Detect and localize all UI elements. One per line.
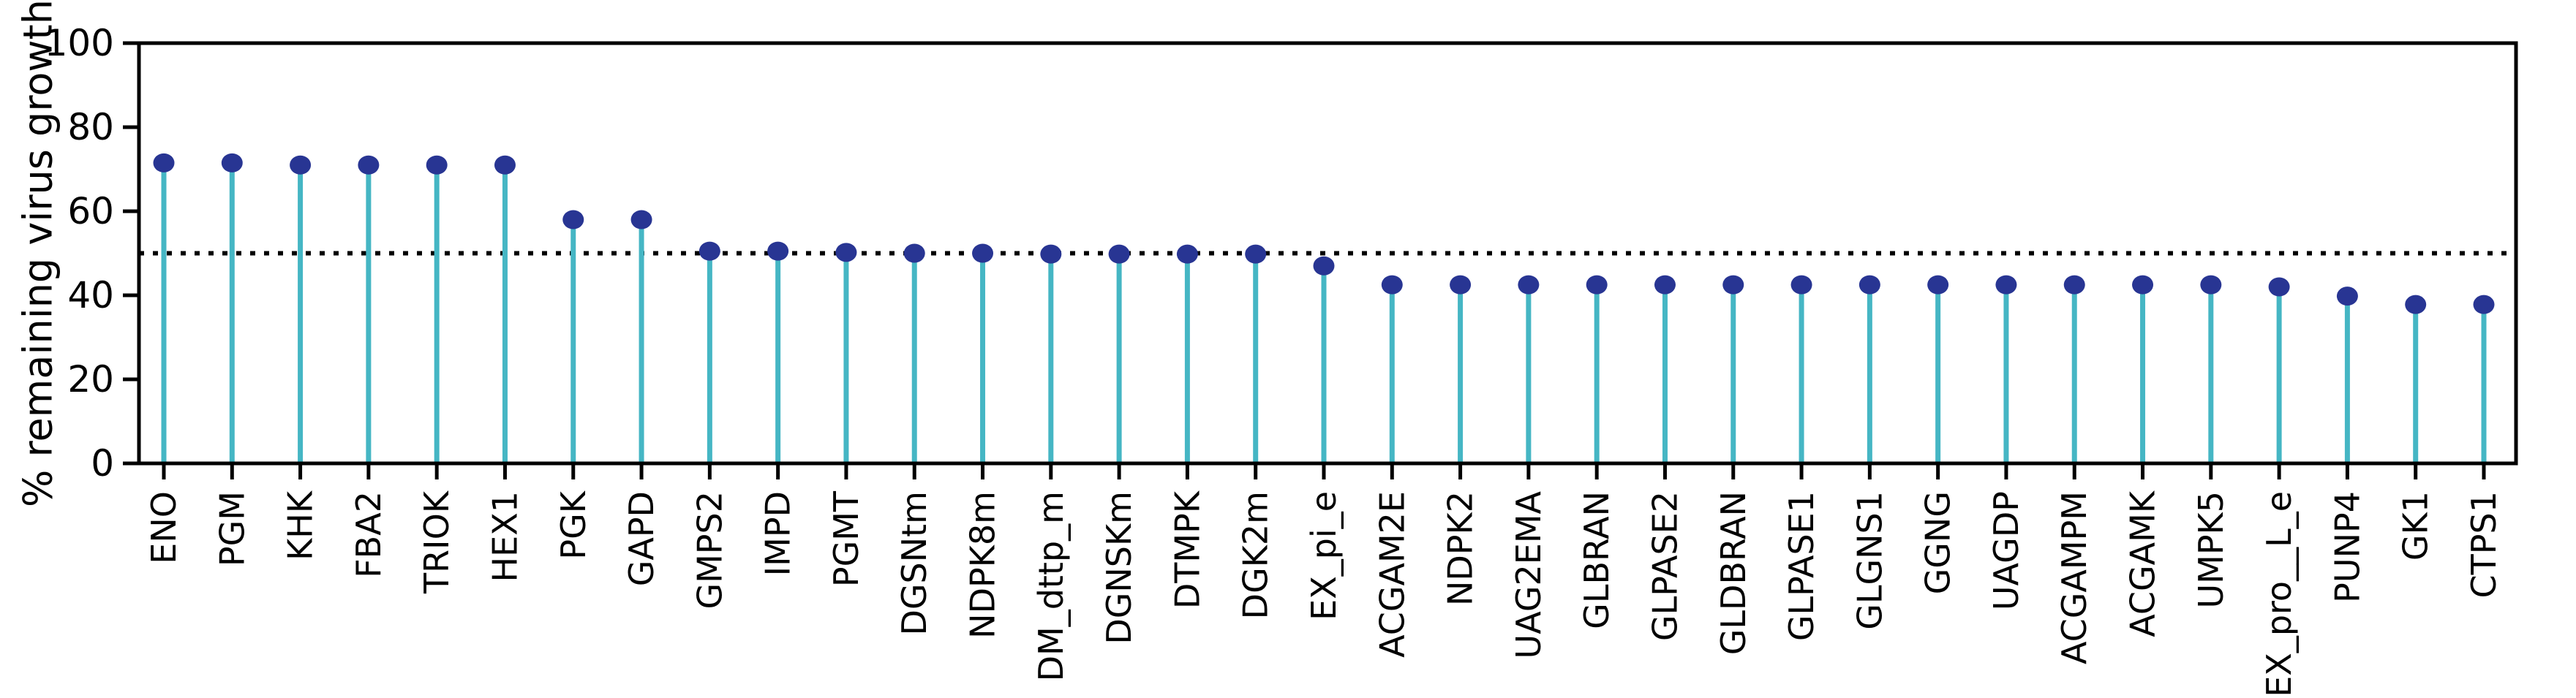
x-tick-label: GGNG (1918, 491, 1958, 594)
x-tick-label: UAGDP (1986, 491, 2026, 610)
x-tick-label: GLDBRAN (1714, 491, 1753, 655)
x-tick-label: KHK (281, 490, 320, 561)
x-tick-label: GMPS2 (690, 491, 729, 610)
y-tick-label: 60 (67, 190, 114, 232)
data-point-marker (2336, 287, 2358, 306)
plot-area-border (137, 41, 2518, 466)
x-tick-label: DGK2m (1236, 491, 1276, 619)
x-tick-label: IMPD (758, 491, 798, 576)
data-point-marker (1176, 244, 1198, 264)
y-tick-label: 80 (67, 106, 114, 148)
data-point-marker (903, 243, 925, 263)
data-point-marker (2132, 275, 2154, 295)
x-tick-label: HEX1 (485, 491, 524, 582)
data-point-marker (494, 155, 516, 175)
x-tick-label: EX_pro__L_e (2259, 491, 2299, 697)
x-tick-label: GK1 (2396, 491, 2436, 561)
x-tick-label: PUNP4 (2327, 491, 2367, 603)
x-tick-label: ACGAMPM (2055, 491, 2094, 664)
data-point-marker (1450, 275, 1472, 295)
y-tick-label: 100 (45, 22, 114, 64)
x-tick-label: DTMPK (1167, 490, 1207, 609)
data-point-marker (221, 153, 243, 172)
data-point-marker (2268, 277, 2290, 297)
data-point-marker (1995, 275, 2017, 295)
data-point-marker (2405, 295, 2427, 314)
x-tick-label: NDPK8m (963, 491, 1003, 639)
data-point-marker (835, 243, 857, 262)
data-point-marker (358, 155, 380, 175)
x-tick-label: ACGAM2E (1372, 491, 1412, 658)
x-tick-label: FBA2 (349, 491, 388, 578)
data-point-marker (562, 210, 584, 229)
x-tick-label: UMPK5 (2191, 491, 2231, 609)
x-tick-label: GLGNS1 (1850, 491, 1889, 630)
x-tick-label: CTPS1 (2464, 491, 2504, 598)
x-tick-label: PGK (554, 490, 593, 559)
y-tick-label: 40 (67, 274, 114, 316)
data-point-marker (1040, 244, 1062, 264)
x-tick-label: ENO (144, 491, 184, 564)
x-tick-label: DM_dttp_m (1031, 491, 1071, 681)
x-tick-label: DGSNtm (895, 491, 934, 636)
data-point-marker (1790, 275, 1812, 295)
x-tick-label: UAG2EMA (1509, 490, 1548, 659)
x-tick-label: PGM (212, 491, 252, 566)
data-point-marker (1108, 244, 1130, 264)
x-tick-label: GAPD (622, 491, 661, 586)
data-point-marker (1927, 275, 1949, 295)
data-point-marker (698, 241, 720, 261)
data-point-marker (290, 155, 312, 175)
data-point-marker (2473, 295, 2495, 314)
data-point-marker (1722, 275, 1744, 295)
data-point-marker (972, 243, 994, 263)
x-tick-label: DGNSKm (1099, 491, 1139, 645)
data-point-marker (153, 153, 175, 172)
x-tick-label: GLBRAN (1577, 491, 1616, 629)
x-tick-label: GLPASE2 (1645, 491, 1684, 641)
data-point-marker (630, 210, 652, 229)
data-point-marker (1381, 275, 1403, 295)
x-tick-label: NDPK2 (1441, 491, 1480, 606)
y-axis-label: % remaining virus growth (15, 0, 61, 507)
data-point-marker (1586, 275, 1608, 295)
y-tick-label: 20 (67, 358, 114, 401)
data-point-marker (1245, 244, 1267, 264)
data-point-marker (1518, 275, 1540, 295)
x-tick-label: EX_pi_e (1304, 491, 1344, 621)
data-point-marker (2063, 275, 2085, 295)
data-point-marker (2200, 275, 2222, 295)
data-point-marker (1858, 275, 1880, 295)
data-point-marker (767, 241, 789, 261)
y-tick-label: 0 (91, 442, 114, 485)
x-tick-label: PGMT (826, 490, 866, 587)
data-point-marker (426, 155, 448, 175)
data-point-marker (1654, 275, 1676, 295)
x-tick-label: GLPASE1 (1782, 491, 1821, 641)
x-tick-label: TRIOK (417, 490, 456, 594)
data-point-marker (1313, 256, 1335, 276)
x-tick-label: ACGAMK (2123, 490, 2163, 637)
